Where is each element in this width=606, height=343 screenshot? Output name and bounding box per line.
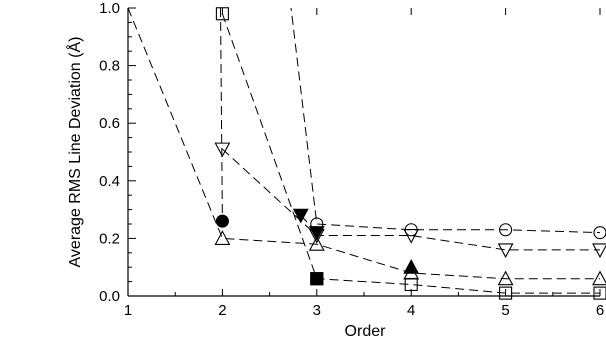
data-point-circle-filled — [215, 214, 229, 228]
data-point-triangle-down-open — [403, 228, 420, 244]
data-point-triangle-up-open — [497, 270, 514, 286]
y-tick-label: 0.6 — [99, 115, 120, 132]
series-line-square-open — [221, 13, 600, 294]
series-line-triangle-up-open — [128, 8, 600, 280]
y-tick-label: 0.4 — [99, 173, 120, 190]
data-point-triangle-up-open — [214, 230, 231, 245]
data-point-square-open — [499, 286, 513, 300]
series-line-circle-open — [290, 8, 600, 234]
x-ticks: 1 2 3 4 5 6 — [124, 8, 604, 319]
x-tick-label: 6 — [596, 302, 604, 319]
x-axis-label: Order — [345, 323, 387, 340]
data-point-square-open — [215, 7, 229, 21]
data-point-triangle-down-filled — [292, 208, 309, 224]
x-tick-label: 3 — [313, 302, 321, 319]
data-point-triangle-down-open — [214, 142, 231, 158]
data-point-triangle-up-filled — [403, 259, 420, 274]
x-tick-label: 4 — [407, 302, 415, 319]
data-point-circle-open — [499, 223, 513, 237]
y-axis-label: Average RMS Line Deviation (Å) — [65, 37, 84, 268]
data-point-square-filled — [310, 272, 324, 286]
series-layer — [128, 8, 600, 294]
data-point-triangle-up-open — [592, 270, 606, 286]
y-tick-label: 0.2 — [99, 230, 120, 247]
axes: 1 2 3 4 5 6 0.0 0.2 0.4 0.6 0.8 1.0 — [99, 0, 604, 319]
data-point-triangle-up-open — [308, 235, 325, 251]
series-line-triangle-down-open — [222, 148, 600, 251]
y-tick-label: 0.0 — [99, 288, 120, 305]
data-point-triangle-down-filled — [308, 226, 325, 241]
x-tick-label: 1 — [124, 302, 132, 319]
x-tick-label: 5 — [501, 302, 509, 319]
data-point-square-open — [593, 286, 606, 300]
marker-layer — [214, 7, 606, 300]
data-point-triangle-down-open — [592, 243, 606, 259]
y-ticks: 0.0 0.2 0.4 0.6 0.8 1.0 — [99, 0, 136, 305]
series-line-circle-filled — [220, 8, 223, 222]
data-point-circle-open — [593, 226, 606, 240]
y-tick-label: 0.8 — [99, 58, 120, 75]
y-tick-label: 1.0 — [99, 0, 120, 17]
data-point-triangle-down-open — [497, 243, 514, 259]
x-tick-label: 2 — [218, 302, 226, 319]
